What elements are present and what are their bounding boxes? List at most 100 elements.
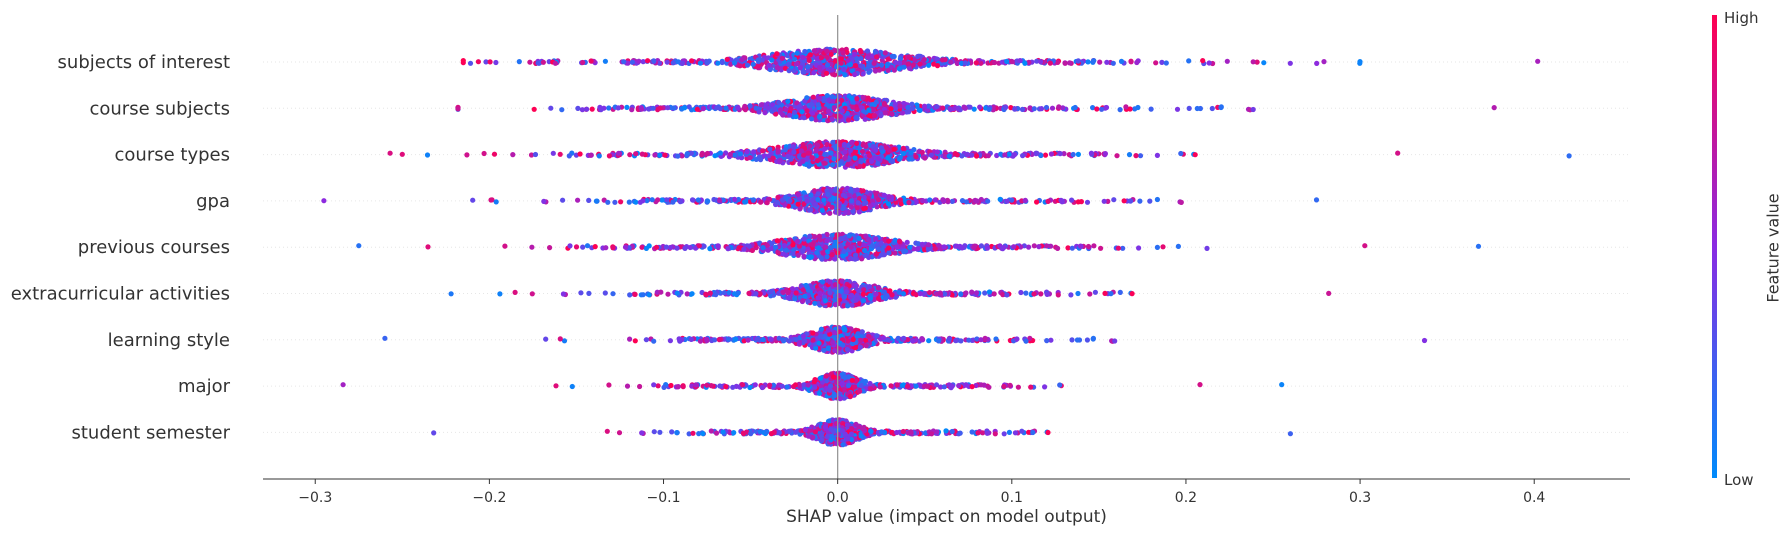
shap-point	[856, 287, 862, 294]
shap-point	[897, 238, 903, 244]
shap-point	[1042, 152, 1049, 158]
shap-point	[849, 302, 855, 308]
shap-point	[1031, 291, 1037, 297]
shap-point	[651, 338, 657, 344]
shap-point	[529, 244, 535, 250]
shap-point	[602, 290, 608, 296]
shap-point	[853, 297, 859, 303]
shap-point	[804, 284, 810, 290]
shap-point	[893, 59, 899, 66]
shap-point	[1186, 58, 1192, 64]
shap-point	[830, 139, 836, 145]
shap-point	[1002, 152, 1008, 158]
shap-point	[977, 104, 983, 110]
shap-point	[467, 60, 474, 66]
shap-point	[928, 152, 934, 158]
shap-point	[969, 152, 975, 158]
shap-point	[1067, 60, 1073, 66]
shap-point	[1055, 292, 1061, 298]
shap-point	[889, 53, 895, 59]
shap-point	[1036, 244, 1042, 250]
shap-point	[1114, 153, 1120, 159]
shap-point	[586, 197, 592, 203]
shap-point	[597, 104, 603, 110]
shap-point	[800, 158, 806, 164]
shap-point	[873, 99, 879, 105]
shap-point	[927, 197, 933, 203]
shap-point	[1475, 243, 1482, 249]
shap-point	[650, 105, 656, 111]
shap-point	[772, 106, 778, 113]
shap-point	[826, 97, 832, 103]
shap-point	[1038, 106, 1045, 112]
shap-point	[711, 196, 717, 203]
shap-point	[794, 100, 800, 106]
shap-point	[1075, 58, 1081, 64]
shap-point	[758, 157, 764, 163]
shap-point	[967, 104, 973, 110]
shap-point	[675, 153, 681, 159]
shap-point	[854, 96, 860, 102]
shap-point	[852, 149, 858, 155]
shap-point	[1154, 152, 1160, 158]
shap-point	[1090, 105, 1096, 111]
shap-point	[922, 155, 928, 161]
shap-point	[786, 61, 792, 67]
shap-point	[640, 292, 646, 298]
shap-point	[1075, 290, 1081, 297]
shap-point	[566, 153, 572, 159]
shap-point	[805, 150, 811, 156]
shap-point	[812, 300, 818, 306]
shap-point	[974, 290, 980, 296]
shap-point	[424, 152, 431, 158]
shap-point	[532, 151, 539, 158]
shap-point	[821, 98, 827, 104]
shap-point	[760, 245, 766, 251]
shap-point	[910, 105, 916, 111]
shap-point	[1004, 58, 1010, 64]
shap-point	[1135, 104, 1141, 111]
shap-point	[723, 105, 729, 111]
shap-point	[694, 106, 700, 112]
shap-point	[689, 291, 695, 297]
shap-point	[697, 60, 704, 66]
shap-point	[728, 61, 734, 67]
shap-point	[670, 60, 676, 66]
shap-point	[704, 60, 710, 66]
shap-point	[917, 291, 923, 297]
shap-point	[905, 61, 912, 67]
shap-point	[829, 67, 835, 73]
shap-point	[1049, 105, 1056, 111]
shap-point	[881, 289, 887, 295]
shap-point	[749, 247, 756, 253]
shap-point	[882, 110, 888, 116]
shap-point	[857, 163, 863, 169]
shap-point	[612, 199, 618, 205]
shap-point	[633, 151, 639, 157]
shap-point	[785, 289, 791, 295]
shap-point	[841, 66, 847, 72]
shap-point	[629, 59, 636, 65]
shap-point	[823, 70, 830, 76]
shap-point	[817, 113, 823, 119]
shap-point	[493, 199, 499, 205]
shap-point	[869, 243, 876, 249]
shap-point	[1017, 58, 1023, 64]
shap-point	[788, 106, 794, 112]
shap-point	[776, 99, 782, 106]
shap-point	[707, 290, 713, 296]
shap-point	[510, 152, 516, 158]
shap-point	[626, 199, 632, 205]
shap-point	[610, 291, 616, 297]
shap-point	[690, 197, 696, 203]
shap-point	[823, 244, 829, 250]
shap-point	[1075, 151, 1081, 157]
shap-point	[502, 243, 508, 249]
shap-point	[774, 65, 780, 71]
shap-point	[830, 98, 836, 104]
shap-point	[1022, 60, 1028, 66]
shap-point	[824, 254, 830, 260]
shap-point	[1186, 105, 1192, 111]
shap-point	[831, 156, 837, 162]
shap-point	[726, 290, 732, 296]
